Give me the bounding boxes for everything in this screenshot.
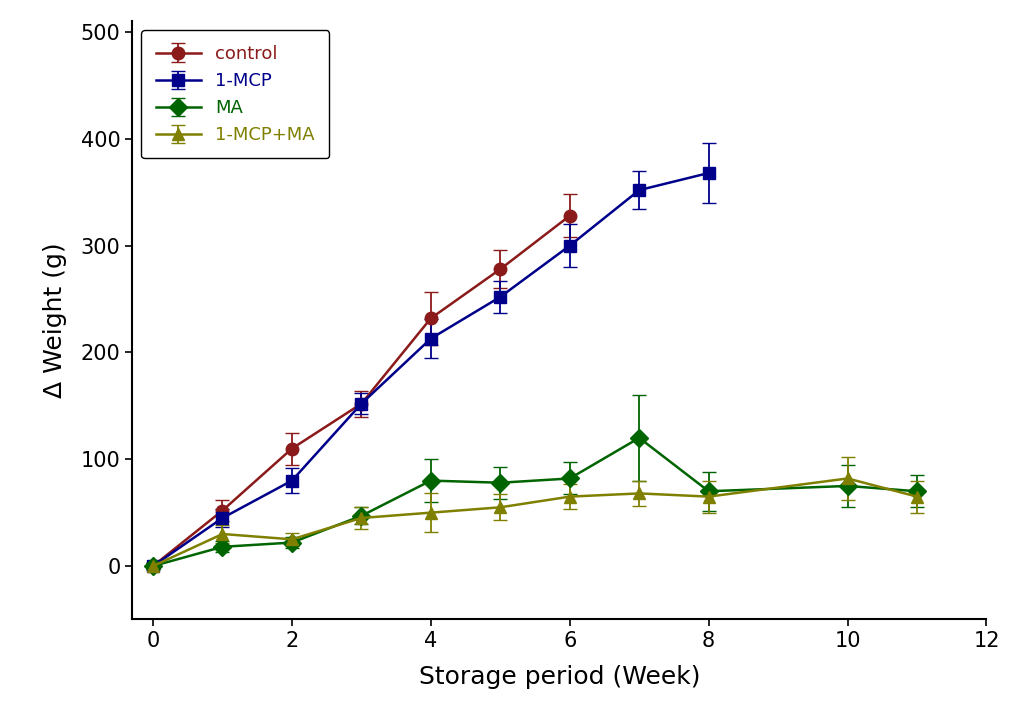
Legend: control, 1-MCP, MA, 1-MCP+MA: control, 1-MCP, MA, 1-MCP+MA <box>141 31 330 158</box>
X-axis label: Storage period (Week): Storage period (Week) <box>419 665 700 689</box>
Y-axis label: Δ Weight (g): Δ Weight (g) <box>43 243 67 398</box>
